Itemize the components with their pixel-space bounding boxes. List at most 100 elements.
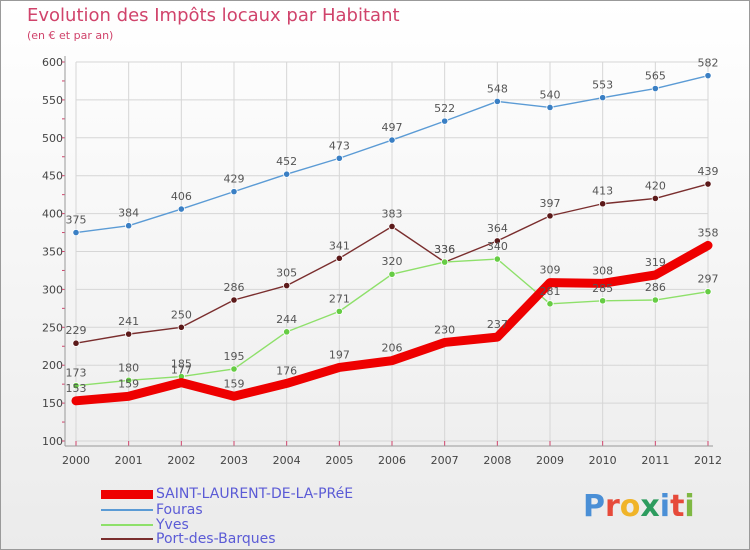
data-label: 241 [118, 315, 139, 328]
data-point [493, 255, 501, 263]
x-tick-label: 2002 [167, 454, 195, 467]
data-label: 177 [171, 364, 192, 377]
x-tick-label: 2009 [536, 454, 564, 467]
data-point [230, 296, 238, 304]
data-point [388, 136, 396, 144]
proxiti-logo-letter: t [670, 489, 685, 524]
y-tick-label: 150 [42, 397, 63, 410]
x-tick-label: 2006 [378, 454, 406, 467]
x-tick-label: 2011 [641, 454, 669, 467]
data-label: 206 [382, 342, 403, 355]
proxiti-logo-letter: x [640, 489, 660, 524]
data-point [283, 328, 291, 336]
data-label: 522 [434, 102, 455, 115]
y-tick-label: 600 [42, 56, 63, 69]
data-point [72, 228, 80, 237]
legend-item-yves: Yves [101, 517, 189, 533]
data-label: 364 [487, 222, 508, 235]
x-tick-label: 2012 [694, 454, 722, 467]
data-point [177, 205, 185, 213]
proxiti-logo: Proxiti [583, 489, 695, 524]
data-point [335, 154, 343, 162]
y-tick-label: 300 [42, 283, 63, 296]
data-point [546, 212, 554, 220]
data-point [335, 254, 343, 262]
proxiti-logo-letter: r [605, 489, 620, 524]
data-label: 229 [66, 324, 87, 337]
data-label: 305 [276, 267, 297, 280]
data-label: 540 [540, 88, 561, 101]
data-label: 297 [698, 273, 719, 286]
legend-swatch-fouras [101, 509, 153, 511]
data-point [388, 270, 396, 278]
legend-item-fouras: Fouras [101, 502, 203, 518]
data-label: 237 [487, 318, 508, 331]
data-label: 320 [382, 255, 403, 268]
proxiti-logo-letter: i [684, 489, 695, 524]
data-label: 420 [645, 179, 666, 192]
data-label: 180 [118, 361, 139, 374]
data-label: 159 [118, 377, 139, 390]
data-label: 406 [171, 190, 192, 203]
legend-swatch-saint-laurent [101, 489, 153, 499]
data-label: 286 [224, 281, 245, 294]
data-label: 197 [329, 348, 350, 361]
chart-subtitle: (en € et par an) [27, 29, 114, 42]
legend-label-saint-laurent: SAINT-LAURENT-DE-LA-PRéE [156, 486, 354, 502]
data-point [546, 300, 554, 308]
x-tick-label: 2008 [483, 454, 511, 467]
y-tick-label: 350 [42, 246, 63, 259]
data-label: 565 [645, 70, 666, 83]
data-label: 173 [66, 367, 87, 380]
data-point [125, 376, 133, 384]
legend-label-port-des-barques: Port-des-Barques [156, 531, 276, 547]
data-label: 341 [329, 239, 350, 252]
data-point [283, 282, 291, 290]
y-tick-label: 500 [42, 132, 63, 145]
data-point [599, 297, 607, 305]
data-label: 309 [540, 264, 561, 277]
data-label: 271 [329, 292, 350, 305]
x-tick-label: 2000 [62, 454, 90, 467]
y-tick-label: 450 [42, 170, 63, 183]
chart-title: Evolution des Impôts locaux par Habitant [27, 5, 400, 26]
legend-swatch-port-des-barques [101, 538, 153, 540]
data-point [651, 84, 659, 93]
data-label: 497 [382, 121, 403, 134]
data-label: 281 [540, 285, 561, 298]
data-label: 176 [276, 364, 297, 377]
data-point [651, 296, 659, 304]
data-label: 250 [171, 308, 192, 321]
data-point [704, 72, 712, 80]
data-label: 285 [592, 282, 613, 295]
data-label: 553 [592, 79, 613, 92]
data-label: 230 [434, 323, 455, 336]
data-point [177, 323, 185, 331]
data-point [704, 288, 712, 296]
data-label: 473 [329, 139, 350, 152]
data-label: 384 [118, 207, 139, 220]
data-point [441, 117, 449, 125]
proxiti-logo-letter: o [619, 489, 641, 524]
data-label: 336 [434, 243, 455, 256]
data-label: 452 [276, 155, 297, 168]
legend-item-port-des-barques: Port-des-Barques [101, 531, 276, 547]
y-tick-label: 200 [42, 359, 63, 372]
data-point [283, 170, 291, 178]
data-label: 413 [592, 185, 613, 198]
data-point [493, 97, 501, 106]
data-label: 308 [592, 264, 613, 277]
data-point [493, 237, 501, 245]
data-label: 548 [487, 82, 508, 95]
data-point [72, 382, 80, 390]
data-label: 340 [487, 240, 508, 253]
data-point [125, 330, 133, 338]
data-point [599, 200, 607, 208]
x-tick-label: 2004 [273, 454, 301, 467]
data-point [125, 222, 133, 230]
data-point [599, 94, 607, 102]
series-line-0 [71, 240, 713, 406]
legend-label-fouras: Fouras [156, 502, 203, 518]
